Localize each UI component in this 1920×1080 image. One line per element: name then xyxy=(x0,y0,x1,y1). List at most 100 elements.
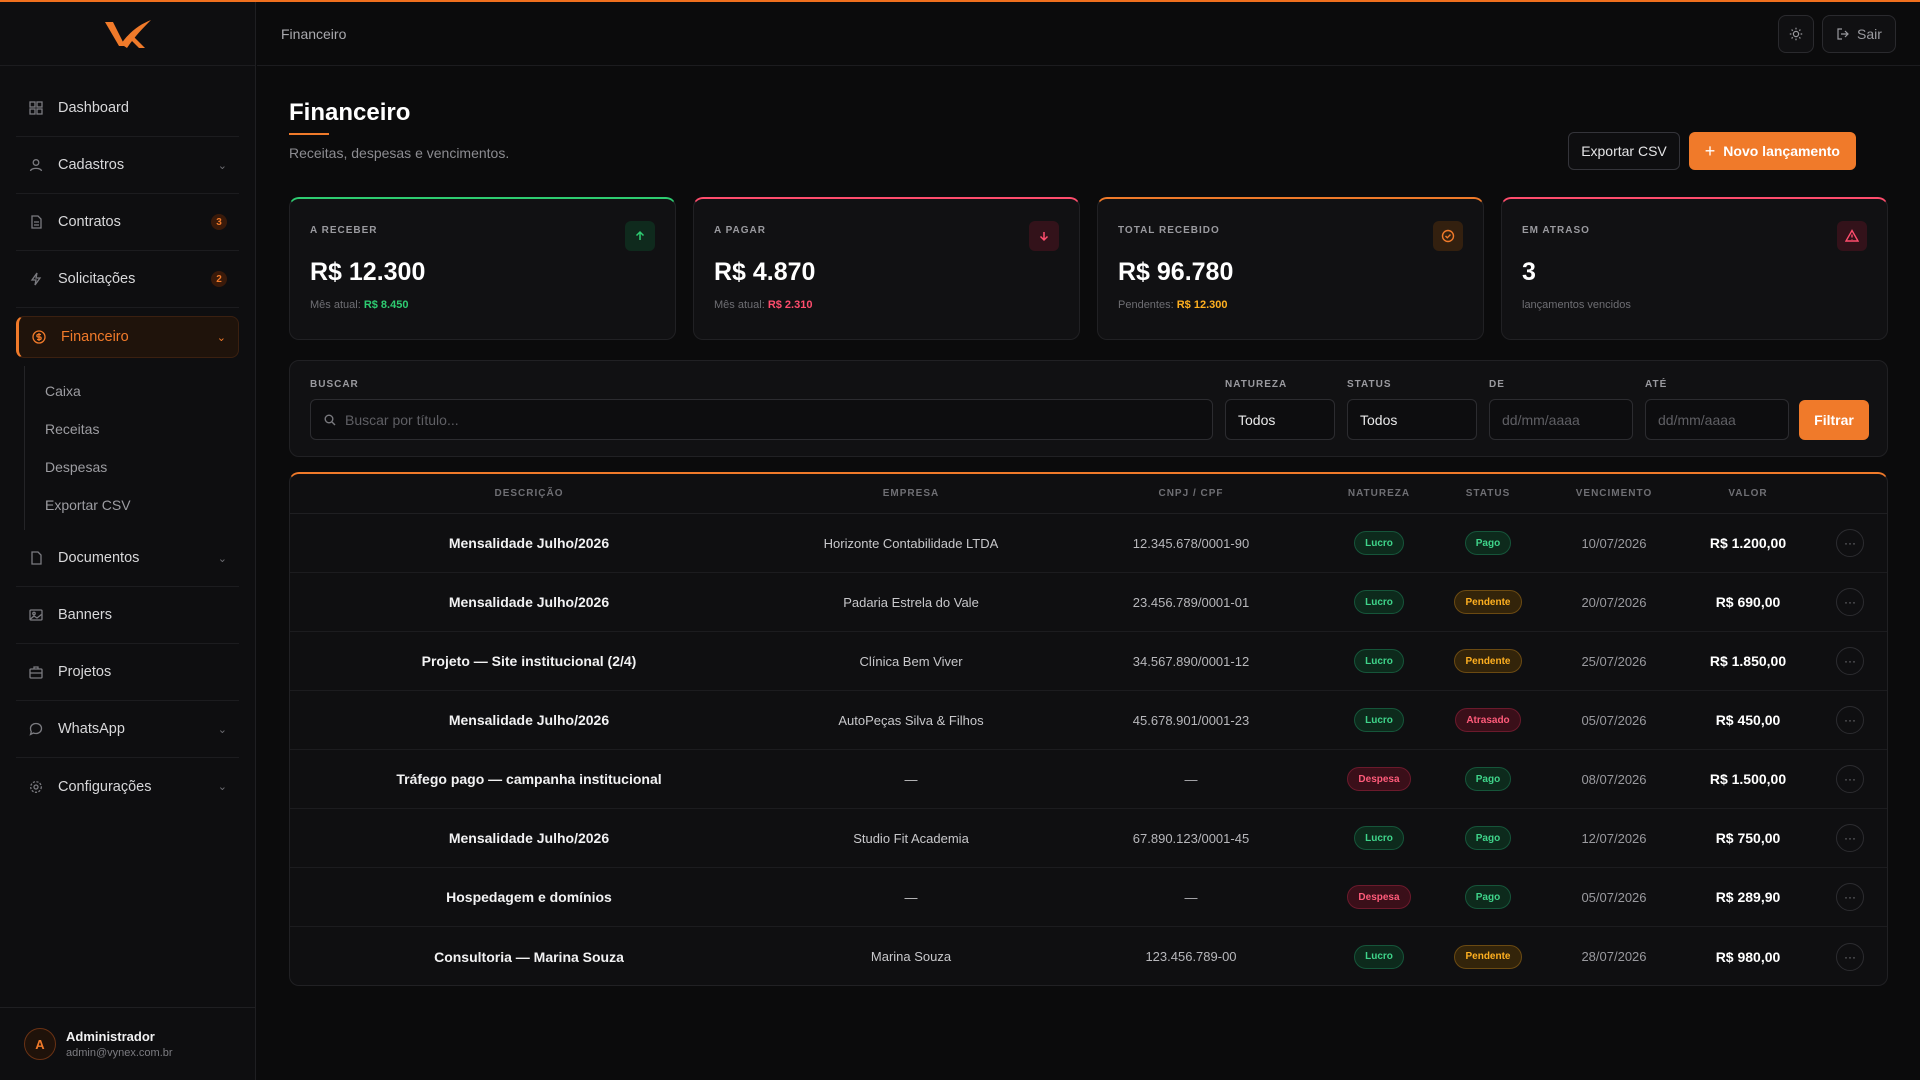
search-placeholder: Buscar por título... xyxy=(345,411,459,428)
sidebar-item-banners[interactable]: Banners xyxy=(16,587,239,644)
cell-vencimento: 08/07/2026 xyxy=(1581,771,1647,787)
table-row[interactable]: Mensalidade Julho/2026 AutoPeças Silva & … xyxy=(290,691,1887,750)
ellipsis-icon: ··· xyxy=(1844,713,1856,727)
search-input[interactable]: Buscar por título... xyxy=(310,399,1213,440)
alert-icon xyxy=(1837,221,1867,251)
sidebar-item-label: Dashboard xyxy=(58,100,129,116)
table-row[interactable]: Consultoria — Marina Souza Marina Souza 12… xyxy=(290,927,1887,985)
column-header[interactable]: NATUREZA xyxy=(1347,488,1411,499)
column-header[interactable]: DESCRIÇÃO xyxy=(494,488,564,499)
sidebar-item-cadastros[interactable]: Cadastros ⌄ xyxy=(16,137,239,194)
user-profile[interactable]: A Administrador admin@vynex.com.br xyxy=(0,1007,256,1080)
chevron-down-icon: ⌄ xyxy=(216,331,226,344)
logo[interactable] xyxy=(0,2,255,66)
sidebar-item-financeiro[interactable]: Financeiro ⌄ xyxy=(16,316,239,358)
status-label: STATUS xyxy=(1347,379,1392,390)
status-badge: Pago xyxy=(1464,767,1512,791)
card-subtext: Mês atual: R$ 8.450 xyxy=(310,299,655,311)
card-label: A RECEBER xyxy=(310,225,378,236)
new-entry-label: Novo lançamento xyxy=(1723,143,1840,159)
column-header[interactable]: EMPRESA xyxy=(882,488,940,499)
table-body: Mensalidade Julho/2026 Horizonte Contabil… xyxy=(290,514,1887,985)
filter-button[interactable]: Filtrar xyxy=(1799,400,1869,440)
more-actions-button[interactable]: ··· xyxy=(1836,824,1864,852)
submenu-item-caixa[interactable]: Caixa xyxy=(45,383,81,399)
chevron-down-icon: ⌄ xyxy=(217,552,227,565)
column-header[interactable]: STATUS xyxy=(1465,488,1511,499)
sidebar-item-contratos[interactable]: Contratos 3 xyxy=(16,194,239,251)
user-email: admin@vynex.com.br xyxy=(66,1047,173,1059)
table-row[interactable]: Mensalidade Julho/2026 Studio Fit Academi… xyxy=(290,809,1887,868)
column-header[interactable]: VALOR xyxy=(1728,488,1768,499)
cell-descricao: Mensalidade Julho/2026 xyxy=(448,712,610,728)
sidebar-item-whatsapp[interactable]: WhatsApp ⌄ xyxy=(16,701,239,758)
cell-cnpj-cpf: — xyxy=(1184,771,1198,787)
table-row[interactable]: Hospedagem e domínios — — Despesa Pago 05/07/… xyxy=(290,868,1887,927)
card-value: R$ 12.300 xyxy=(310,258,426,286)
more-actions-button[interactable]: ··· xyxy=(1836,706,1864,734)
entries-table: DESCRIÇÃO EMPRESA CNPJ / CPF NATUREZA ST… xyxy=(289,472,1888,986)
sidebar-item-documentos[interactable]: Documentos ⌄ xyxy=(16,530,239,587)
status-select[interactable]: Todos xyxy=(1347,399,1477,440)
table-row[interactable]: Projeto — Site institucional (2/4) Clínic… xyxy=(290,632,1887,691)
more-actions-button[interactable]: ··· xyxy=(1836,765,1864,793)
more-actions-button[interactable]: ··· xyxy=(1836,529,1864,557)
title-underline xyxy=(289,133,329,135)
card-value: R$ 96.780 xyxy=(1118,258,1234,286)
financeiro-submenu: Caixa Receitas Despesas Exportar CSV xyxy=(24,366,239,530)
submenu-item-despesas[interactable]: Despesas xyxy=(45,459,108,475)
date-from-input[interactable]: dd/mm/aaaa xyxy=(1489,399,1633,440)
more-actions-button[interactable]: ··· xyxy=(1836,588,1864,616)
more-actions-button[interactable]: ··· xyxy=(1836,647,1864,675)
sun-icon xyxy=(1789,27,1803,40)
card-subtext: Mês atual: R$ 2.310 xyxy=(714,299,1059,311)
briefcase-icon xyxy=(28,664,44,680)
natureza-badge: Despesa xyxy=(1347,767,1411,791)
cell-cnpj-cpf: 45.678.901/0001-23 xyxy=(1132,712,1250,728)
natureza-badge: Lucro xyxy=(1354,649,1404,673)
sidebar-item-solicitacoes[interactable]: Solicitações 2 xyxy=(16,251,239,308)
table-row[interactable]: Mensalidade Julho/2026 Horizonte Contabil… xyxy=(290,514,1887,573)
date-to-input[interactable]: dd/mm/aaaa xyxy=(1645,399,1789,440)
column-header[interactable]: VENCIMENTO xyxy=(1575,488,1653,499)
card-value: R$ 4.870 xyxy=(714,258,816,286)
cell-valor: R$ 1.850,00 xyxy=(1709,653,1787,669)
table-row[interactable]: Mensalidade Julho/2026 Padaria Estrela do… xyxy=(290,573,1887,632)
export-csv-button[interactable]: Exportar CSV xyxy=(1568,132,1680,170)
submenu-item-receitas[interactable]: Receitas xyxy=(45,421,100,437)
more-actions-button[interactable]: ··· xyxy=(1836,942,1864,971)
natureza-badge: Lucro xyxy=(1354,826,1404,850)
status-badge: Pendente xyxy=(1454,944,1522,969)
cell-cnpj-cpf: 67.890.123/0001-45 xyxy=(1132,830,1250,846)
more-actions-button[interactable]: ··· xyxy=(1836,883,1864,911)
sidebar-item-configuracoes[interactable]: Configurações ⌄ xyxy=(16,758,239,815)
natureza-select[interactable]: Todos xyxy=(1225,399,1335,440)
table-row[interactable]: Tráfego pago — campanha institucional — — D… xyxy=(290,750,1887,809)
cell-vencimento: 05/07/2026 xyxy=(1581,889,1647,905)
cell-empresa: Padaria Estrela do Vale xyxy=(843,594,979,610)
card-sub-label: Pendentes: xyxy=(1118,299,1174,311)
sidebar-item-label: Configurações xyxy=(58,778,152,795)
status-badge: Pago xyxy=(1464,885,1512,909)
cell-vencimento: 10/07/2026 xyxy=(1581,535,1647,551)
ellipsis-icon: ··· xyxy=(1844,595,1856,609)
ellipsis-icon: ··· xyxy=(1844,890,1856,904)
sidebar-item-projetos[interactable]: Projetos xyxy=(16,644,239,701)
cell-empresa: — xyxy=(904,889,918,905)
cell-valor: R$ 690,00 xyxy=(1715,594,1781,610)
cell-descricao: Mensalidade Julho/2026 xyxy=(448,594,610,610)
cell-vencimento: 20/07/2026 xyxy=(1581,594,1647,610)
new-entry-button[interactable]: + Novo lançamento xyxy=(1688,132,1856,170)
card-subtext: Pendentes: R$ 12.300 xyxy=(1118,299,1463,311)
theme-toggle-button[interactable] xyxy=(1778,14,1814,53)
submenu-item-exportar-csv[interactable]: Exportar CSV xyxy=(45,497,131,513)
status-badge: Atrasado xyxy=(1455,708,1521,732)
column-header[interactable]: CNPJ / CPF xyxy=(1158,488,1224,499)
sidebar-item-dashboard[interactable]: Dashboard xyxy=(16,80,239,137)
logout-button[interactable]: Sair xyxy=(1822,14,1896,53)
top-header: Financeiro Sair xyxy=(257,2,1920,66)
chevron-down-icon: ⌄ xyxy=(217,159,227,172)
sidebar-item-label: Solicitações xyxy=(58,271,136,287)
cell-vencimento: 28/07/2026 xyxy=(1581,949,1647,964)
cell-cnpj-cpf: — xyxy=(1184,889,1198,905)
